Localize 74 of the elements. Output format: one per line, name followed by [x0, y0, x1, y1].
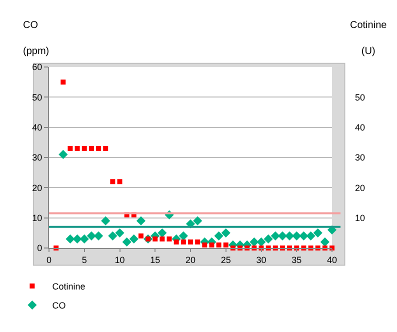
point	[86, 231, 96, 240]
point	[96, 146, 102, 151]
point	[221, 228, 230, 238]
point	[103, 146, 108, 151]
text: Cotinine (U)	[350, 20, 387, 57]
point	[278, 231, 288, 240]
x-tick-label: 30	[256, 254, 266, 265]
legend-label: CO	[52, 300, 66, 311]
point	[193, 216, 202, 226]
point	[122, 237, 132, 247]
point	[195, 239, 200, 244]
point	[299, 231, 308, 240]
point	[110, 179, 116, 184]
point	[74, 146, 80, 151]
point	[138, 233, 144, 238]
point	[136, 216, 146, 226]
point	[94, 231, 104, 240]
y-tick-label: 40	[32, 122, 42, 132]
point	[180, 239, 186, 244]
x-tick-label: 0	[46, 254, 52, 265]
point	[58, 150, 68, 160]
point	[256, 237, 266, 247]
y-tick-label: 30	[32, 152, 42, 163]
point	[188, 239, 193, 244]
point	[285, 231, 294, 240]
y2-tick-label: 40	[355, 122, 366, 132]
point	[216, 242, 222, 248]
point	[166, 236, 172, 242]
x-tick-label: 20	[185, 254, 196, 265]
point	[66, 234, 75, 244]
y2-tick-label: 50	[355, 92, 366, 102]
x-tick-label: 25	[220, 254, 231, 265]
point	[72, 234, 82, 244]
point	[209, 242, 214, 248]
point	[174, 239, 179, 244]
point	[101, 216, 110, 226]
x-tick-label: 15	[150, 254, 160, 265]
point	[108, 231, 118, 240]
point	[250, 237, 259, 247]
text: CO (ppm)	[23, 20, 50, 57]
y-tick-label: 60	[32, 62, 42, 72]
point	[178, 231, 188, 240]
y-tick-label: 20	[32, 182, 42, 193]
y2-tick-label: 10	[355, 212, 366, 223]
y2-tick-label: 20	[355, 182, 366, 193]
point	[158, 228, 167, 238]
point	[115, 228, 124, 238]
x-tick-label: 35	[292, 254, 302, 265]
point	[202, 242, 208, 248]
y-tick-label: 50	[32, 92, 42, 102]
point	[313, 228, 322, 238]
point	[80, 234, 89, 244]
point	[320, 237, 330, 247]
point	[264, 234, 273, 244]
point	[223, 242, 228, 248]
point	[68, 146, 73, 151]
point	[60, 80, 66, 85]
x-tick-label: 5	[82, 254, 87, 265]
point	[129, 234, 138, 244]
point	[270, 231, 280, 240]
point	[88, 146, 94, 151]
point	[214, 231, 224, 240]
x-tick-label: 10	[114, 254, 125, 265]
x-tick-label: 40	[326, 254, 338, 265]
point	[152, 236, 158, 242]
point	[117, 179, 122, 184]
point	[306, 231, 316, 240]
point	[82, 146, 87, 151]
y2-tick-label: 30	[355, 152, 366, 163]
point	[160, 236, 165, 242]
y-tick-label: 0	[37, 243, 42, 254]
y-tick-label: 10	[32, 212, 42, 223]
legend-label: Cotinine	[52, 282, 86, 292]
point	[292, 231, 302, 240]
